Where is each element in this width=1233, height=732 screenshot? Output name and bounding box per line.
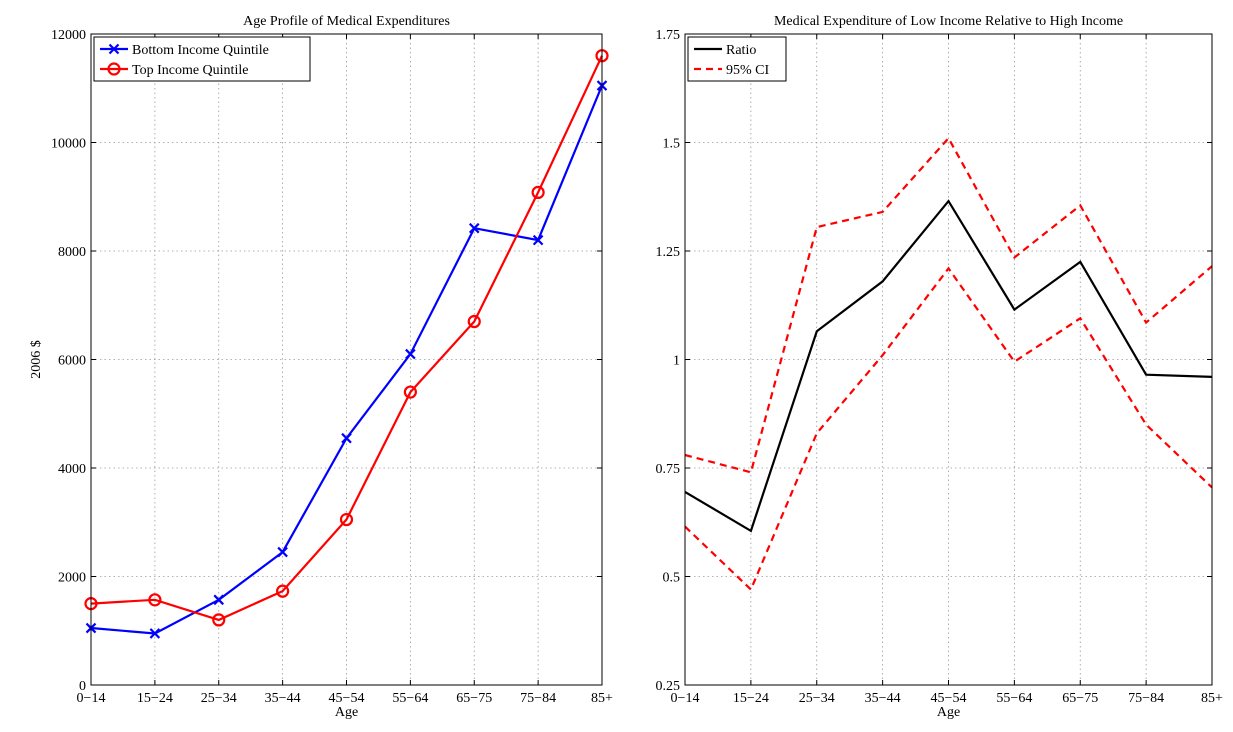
x-tick-label: 65−75: [1062, 691, 1098, 706]
x-tick-label: 55−64: [392, 691, 428, 706]
legend-marker: [107, 62, 121, 76]
legend-box: [93, 36, 311, 82]
x-tick-label: 25−34: [799, 691, 835, 706]
data-point-b: [341, 432, 352, 444]
data-point: [467, 314, 481, 329]
y-tick-label: 1: [673, 354, 680, 369]
y-tick-label: 0.5: [663, 571, 681, 586]
y-tick-label: 0.25: [656, 679, 681, 694]
axes-box: [90, 33, 603, 686]
series-line-2: [684, 136, 1213, 474]
chart-1: 0−14 15−24 25−34 35−44 45−54 55−64 65−75 75−84 8…: [29, 14, 613, 720]
data-point: [531, 185, 545, 200]
x-tick-label: 45−54: [329, 691, 365, 706]
y-tick-label: 6000: [58, 354, 86, 369]
y-tick-label: 1.25: [656, 245, 681, 260]
series-line-1: [684, 199, 1213, 533]
x-tick-label: 35−44: [265, 691, 301, 706]
y-tick-label: 10000: [51, 137, 86, 152]
data-point-b: [405, 348, 416, 360]
y-tick-label: 1.5: [663, 137, 681, 152]
data-point: [212, 613, 226, 627]
x-tick-label: 0−14: [77, 691, 106, 706]
y-axis-title: 2006 $: [29, 340, 44, 379]
x-axis-title: Age: [335, 705, 358, 720]
x-tick-label: 15−24: [733, 691, 769, 706]
data-point: [403, 385, 417, 399]
data-point-b: [277, 546, 288, 558]
y-tick-label: 0: [79, 679, 86, 694]
legend-box: [687, 36, 787, 82]
data-point: [276, 584, 290, 598]
data-point-b: [213, 594, 225, 606]
legend-label: Top Income Quintile: [132, 63, 248, 78]
chart-title: Medical Expenditure of Low Income Relati…: [774, 14, 1123, 29]
y-tick-label: 12000: [51, 28, 86, 43]
data-point-b: [468, 222, 480, 234]
x-tick-label: 65−75: [456, 691, 492, 706]
y-tick-label: 1.75: [656, 28, 681, 43]
axes-box: [684, 33, 1213, 686]
legend-label: Ratio: [726, 43, 756, 58]
x-tick-label: 15−24: [137, 691, 173, 706]
x-tick-label: 25−34: [201, 691, 237, 706]
x-tick-label: 85+: [591, 691, 613, 706]
series-line-3: [684, 266, 1213, 592]
data-point-b: [532, 234, 544, 246]
x-tick-label: 85+: [1201, 691, 1223, 706]
x-tick-label: 75−84: [1128, 691, 1164, 706]
legend-marker-b: [108, 43, 120, 55]
data-point-b: [149, 628, 161, 639]
data-point: [148, 593, 162, 607]
y-tick-label: 4000: [58, 462, 86, 477]
data-point: [339, 512, 354, 527]
y-tick-label: 0.75: [656, 462, 681, 477]
chart-2: 0−14 15−24 25−34 35−44 45−54 55−64 65−75 75−84 8…: [656, 14, 1224, 720]
y-tick-label: 2000: [58, 571, 86, 586]
x-tick-label: 35−44: [865, 691, 901, 706]
x-axis-title: Age: [937, 705, 960, 720]
x-tick-label: 45−54: [931, 691, 967, 706]
series-line-2: [90, 55, 603, 622]
legend-label: Bottom Income Quintile: [132, 43, 269, 58]
x-tick-label: 55−64: [996, 691, 1032, 706]
x-tick-label: 0−14: [671, 691, 700, 706]
legend-label: 95% CI: [726, 63, 770, 78]
y-tick-label: 8000: [58, 245, 86, 260]
x-tick-label: 75−84: [520, 691, 556, 706]
chart-title: Age Profile of Medical Expenditures: [243, 14, 450, 29]
